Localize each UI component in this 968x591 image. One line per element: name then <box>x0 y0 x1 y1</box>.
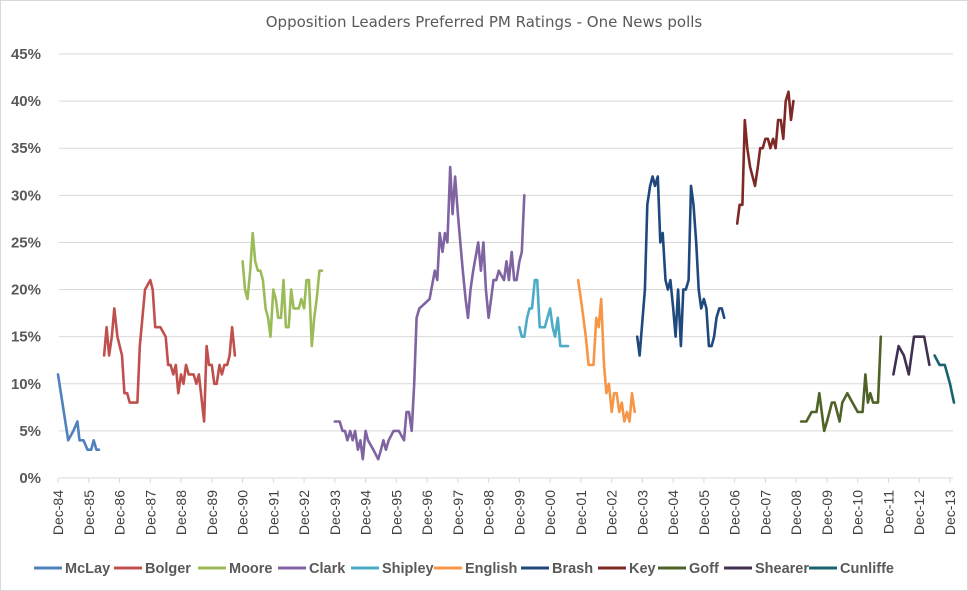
x-tick-label: Dec-85 <box>81 490 97 535</box>
legend-item-goff[interactable]: Goff <box>658 561 719 577</box>
y-tick-label: 30% <box>11 187 41 204</box>
y-tick-label: 35% <box>11 140 41 157</box>
series-line-cunliffe <box>933 354 956 404</box>
gridlines <box>59 53 953 432</box>
x-tick-label: Dec-08 <box>788 490 804 535</box>
legend-item-moore[interactable]: Moore <box>198 561 273 577</box>
chart-title: Opposition Leaders Preferred PM Ratings … <box>266 13 703 31</box>
x-tick-label: Dec-03 <box>634 490 650 535</box>
x-tick-label: Dec-89 <box>204 490 220 535</box>
series-line-bolger <box>102 278 237 423</box>
x-tick-label: Dec-87 <box>142 490 158 535</box>
legend-label: Goff <box>689 561 719 577</box>
y-tick-label: 25% <box>11 234 41 251</box>
legend-label: Brash <box>552 561 593 577</box>
series-line-english <box>576 278 636 423</box>
y-axis: 0% 5% 10% 15% 20% 25% 30% 35% 40% 45% <box>11 46 41 487</box>
x-tick-label: Dec-94 <box>358 490 374 535</box>
x-tick-label: Dec-05 <box>696 490 712 535</box>
series-line-brash <box>635 175 726 357</box>
legend-item-brash[interactable]: Brash <box>521 561 593 577</box>
legend-label: Shearer <box>755 561 809 577</box>
legend-item-clark[interactable]: Clark <box>278 561 346 577</box>
x-tick-label: Dec-93 <box>327 490 343 535</box>
series-line-clark <box>333 165 526 461</box>
x-tick-label: Dec-00 <box>542 490 558 535</box>
x-tick-label: Dec-96 <box>419 490 435 535</box>
x-tick-label: Dec-86 <box>112 490 128 535</box>
series-line-shipley <box>518 278 570 348</box>
legend-item-shipley[interactable]: Shipley <box>351 561 434 577</box>
legend-item-key[interactable]: Key <box>598 561 656 577</box>
y-tick-label: 45% <box>11 46 41 63</box>
x-tick-label: Dec-95 <box>388 490 404 535</box>
series-line-shearer <box>892 335 931 376</box>
legend-label: Moore <box>229 561 273 577</box>
x-tick-label: Dec-98 <box>481 490 497 535</box>
series-line-mclay <box>56 373 101 451</box>
y-tick-label: 5% <box>19 423 41 440</box>
x-tick-label: Dec-84 <box>50 490 66 535</box>
legend-item-shearer[interactable]: Shearer <box>724 561 809 577</box>
legend-label: Bolger <box>145 561 191 577</box>
x-axis: Dec-84 Dec-85 Dec-86 Dec-87 Dec-88 Dec-89 Dec-… <box>50 477 958 535</box>
legend-item-cunliffe[interactable]: Cunliffe <box>809 561 894 577</box>
x-tick-label: Dec-11 <box>880 490 896 534</box>
x-tick-label: Dec-13 <box>942 490 958 535</box>
x-tick-label: Dec-09 <box>819 490 835 535</box>
x-tick-label: Dec-07 <box>757 490 773 535</box>
legend-label: McLay <box>65 561 110 577</box>
legend-item-english[interactable]: English <box>434 561 517 577</box>
x-tick-label: Dec-04 <box>665 490 681 535</box>
series-lines <box>56 90 956 461</box>
legend-label: Clark <box>309 561 346 577</box>
legend-label: Cunliffe <box>840 561 894 577</box>
x-tick-label: Dec-06 <box>727 490 743 535</box>
legend-label: Key <box>629 561 656 577</box>
series-line-key <box>735 90 795 225</box>
x-tick-label: Dec-01 <box>573 490 589 535</box>
x-tick-label: Dec-88 <box>173 490 189 535</box>
x-tick-label: Dec-91 <box>265 490 281 535</box>
x-tick-label: Dec-10 <box>850 490 866 535</box>
y-tick-label: 10% <box>11 376 41 393</box>
legend-label: Shipley <box>382 561 434 577</box>
x-tick-label: Dec-99 <box>511 490 527 535</box>
x-tick-label: Dec-02 <box>604 490 620 535</box>
y-tick-label: 15% <box>11 329 41 346</box>
x-tick-label: Dec-97 <box>450 490 466 535</box>
x-tick-label: Dec-92 <box>296 490 312 535</box>
legend: McLay Bolger Moore Clark Shipley English Brash… <box>34 561 894 577</box>
y-tick-label: 20% <box>11 282 41 299</box>
legend-item-bolger[interactable]: Bolger <box>114 561 191 577</box>
x-tick-label: Dec-90 <box>235 490 251 535</box>
y-tick-label: 40% <box>11 93 41 110</box>
y-tick-label: 0% <box>19 470 41 487</box>
series-line-goff <box>799 335 883 433</box>
legend-label: English <box>465 561 517 577</box>
legend-item-mclay[interactable]: McLay <box>34 561 110 577</box>
series-line-moore <box>241 231 324 348</box>
x-tick-label: Dec-12 <box>911 490 927 535</box>
